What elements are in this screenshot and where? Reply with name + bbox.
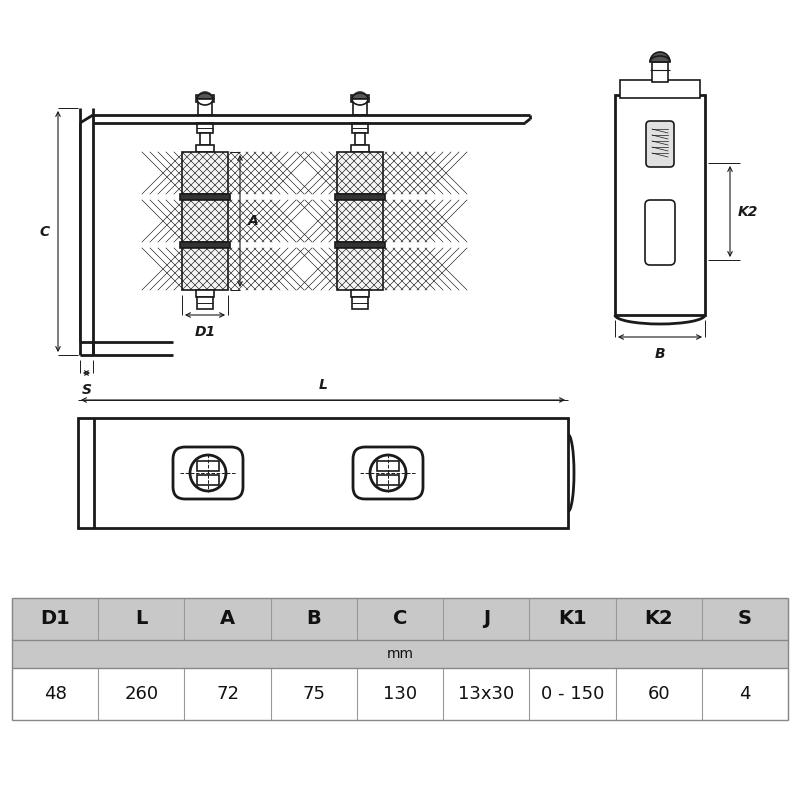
Text: L: L <box>135 610 147 629</box>
Wedge shape <box>197 91 213 99</box>
Ellipse shape <box>352 93 368 105</box>
FancyBboxPatch shape <box>173 447 243 499</box>
Text: 260: 260 <box>124 685 158 703</box>
Text: B: B <box>306 610 321 629</box>
Bar <box>352 123 368 133</box>
Bar <box>351 95 369 102</box>
Text: J: J <box>482 610 490 629</box>
Text: D1: D1 <box>194 325 215 339</box>
Bar <box>355 133 365 145</box>
Text: 4: 4 <box>739 685 750 703</box>
Bar <box>12 640 788 668</box>
Bar <box>197 461 219 471</box>
Bar <box>196 95 214 102</box>
Text: K2: K2 <box>738 205 758 218</box>
Text: 130: 130 <box>383 685 417 703</box>
Bar <box>196 145 214 152</box>
Bar <box>615 95 705 315</box>
Bar <box>377 461 399 471</box>
Bar <box>197 123 213 133</box>
Bar <box>12 668 788 720</box>
Bar <box>197 297 213 309</box>
Bar <box>12 598 788 640</box>
Wedge shape <box>352 91 368 99</box>
Text: 48: 48 <box>44 685 66 703</box>
Bar <box>351 290 369 297</box>
Bar <box>377 475 399 485</box>
Bar <box>182 152 228 194</box>
Bar <box>335 242 385 248</box>
Bar <box>351 145 369 152</box>
FancyBboxPatch shape <box>645 200 675 265</box>
Bar <box>353 99 367 115</box>
Text: K1: K1 <box>558 610 586 629</box>
Text: mm: mm <box>386 647 414 661</box>
Bar <box>335 194 385 200</box>
Ellipse shape <box>370 455 406 491</box>
Bar <box>180 194 230 200</box>
Bar <box>197 475 219 485</box>
Text: 72: 72 <box>216 685 239 703</box>
FancyBboxPatch shape <box>353 447 423 499</box>
Bar <box>180 242 230 248</box>
Bar <box>78 418 568 528</box>
Text: S: S <box>82 383 91 397</box>
Bar <box>337 248 383 290</box>
FancyBboxPatch shape <box>646 121 674 167</box>
Bar <box>337 200 383 242</box>
Text: 60: 60 <box>647 685 670 703</box>
Bar <box>200 133 210 145</box>
Bar <box>198 99 212 115</box>
Text: C: C <box>40 225 50 238</box>
Text: 0 - 150: 0 - 150 <box>541 685 604 703</box>
Wedge shape <box>650 52 670 62</box>
Text: D1: D1 <box>40 610 70 629</box>
Bar <box>196 290 214 297</box>
Text: B: B <box>654 347 666 361</box>
Bar <box>652 62 668 82</box>
Bar <box>182 248 228 290</box>
Text: L: L <box>318 378 327 392</box>
Bar <box>182 200 228 242</box>
Text: A: A <box>220 610 235 629</box>
Bar <box>620 80 700 98</box>
Bar <box>337 152 383 194</box>
Bar <box>352 297 368 309</box>
Text: 75: 75 <box>302 685 326 703</box>
Text: 13x30: 13x30 <box>458 685 514 703</box>
Text: C: C <box>393 610 407 629</box>
Ellipse shape <box>190 455 226 491</box>
Ellipse shape <box>197 93 213 105</box>
Text: A: A <box>248 214 258 228</box>
Text: S: S <box>738 610 752 629</box>
Text: K2: K2 <box>644 610 673 629</box>
